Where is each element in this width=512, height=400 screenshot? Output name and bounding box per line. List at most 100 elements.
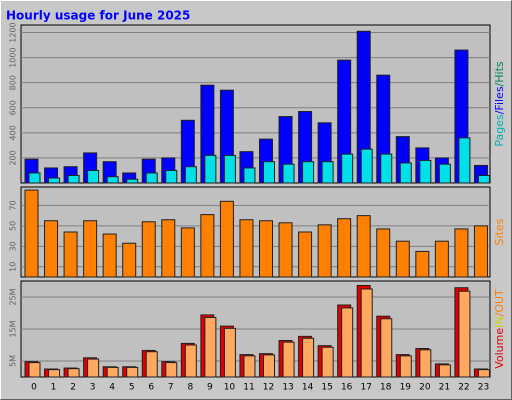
bar bbox=[302, 337, 315, 378]
x-tick-label: 23 bbox=[478, 383, 489, 393]
bar bbox=[434, 240, 449, 278]
x-tick-label: 21 bbox=[439, 383, 450, 393]
y-tick-label: 5M bbox=[9, 355, 18, 367]
bar bbox=[28, 362, 41, 378]
legend-entry: Volume bbox=[493, 328, 506, 369]
bar bbox=[376, 228, 391, 278]
x-tick-label: 16 bbox=[341, 383, 353, 393]
x-tick-label: 19 bbox=[400, 383, 412, 393]
x-tick-label: 5 bbox=[129, 383, 135, 393]
bar bbox=[145, 351, 158, 378]
bar bbox=[106, 176, 119, 184]
x-tick-label: 3 bbox=[90, 383, 96, 393]
bar bbox=[360, 288, 373, 378]
bar bbox=[145, 172, 158, 184]
legend-entry: / bbox=[493, 312, 506, 316]
y-tick-label: 25M bbox=[9, 288, 18, 305]
x-tick-label: 8 bbox=[187, 383, 193, 393]
bar bbox=[317, 224, 332, 278]
legend-entry: OUT bbox=[493, 289, 506, 313]
x-tick-label: 13 bbox=[282, 383, 293, 393]
bar bbox=[454, 228, 469, 278]
bar bbox=[204, 316, 217, 378]
bar bbox=[337, 218, 352, 278]
y-tick-label: 200 bbox=[9, 150, 18, 165]
bar bbox=[302, 161, 315, 184]
bar bbox=[67, 368, 80, 378]
bar bbox=[321, 161, 334, 184]
bar bbox=[243, 167, 256, 184]
bar bbox=[48, 369, 61, 378]
bar bbox=[122, 242, 137, 278]
bar bbox=[141, 221, 156, 278]
bar bbox=[263, 354, 275, 378]
bar bbox=[200, 214, 215, 278]
bar bbox=[278, 222, 293, 278]
bar bbox=[438, 364, 451, 378]
plot-area bbox=[20, 24, 491, 184]
chart-title: Hourly usage for June 2025 bbox=[6, 9, 190, 23]
bar bbox=[438, 163, 451, 184]
bar bbox=[87, 169, 100, 184]
x-tick-label: 11 bbox=[243, 383, 254, 393]
x-tick-label: 4 bbox=[109, 383, 115, 393]
x-tick-label: 0 bbox=[31, 383, 37, 393]
legend-entry: / bbox=[493, 82, 506, 86]
x-tick-label: 9 bbox=[207, 383, 213, 393]
y-tick-label: 600 bbox=[9, 100, 18, 115]
bar bbox=[419, 159, 432, 184]
x-tick-label: 22 bbox=[458, 383, 469, 393]
bar bbox=[126, 366, 139, 378]
bar bbox=[28, 172, 41, 184]
legend-entry: Files bbox=[493, 86, 506, 110]
bar bbox=[380, 318, 393, 378]
bar bbox=[184, 344, 197, 378]
y-tick-label: 15M bbox=[9, 320, 18, 337]
bar bbox=[243, 355, 256, 378]
x-tick-label: 7 bbox=[168, 383, 174, 393]
y-tick-label: 10 bbox=[9, 262, 18, 272]
x-tick-label: 20 bbox=[419, 383, 431, 393]
bar bbox=[419, 349, 432, 378]
legend: Pages/Files/Hits bbox=[493, 61, 506, 147]
bar bbox=[102, 233, 117, 278]
bar bbox=[106, 366, 119, 378]
bar bbox=[458, 290, 471, 378]
x-tick-label: 12 bbox=[263, 383, 274, 393]
bar bbox=[180, 227, 195, 278]
bar bbox=[219, 200, 234, 278]
bar bbox=[165, 362, 178, 378]
bar bbox=[477, 369, 490, 378]
y-tick-label: 70 bbox=[9, 200, 18, 210]
bar bbox=[341, 153, 354, 184]
bar bbox=[259, 220, 273, 278]
bar bbox=[223, 154, 236, 184]
x-tick-label: 2 bbox=[70, 383, 76, 393]
legend-entry: / bbox=[493, 110, 506, 114]
bar bbox=[48, 177, 61, 184]
y-tick-label: 400 bbox=[9, 125, 18, 140]
bar bbox=[415, 250, 430, 278]
x-tick-label: 18 bbox=[380, 383, 392, 393]
x-tick-label: 6 bbox=[148, 383, 154, 393]
bar bbox=[380, 153, 393, 184]
bar bbox=[44, 220, 59, 278]
bar bbox=[477, 174, 490, 184]
bar bbox=[282, 341, 295, 378]
bar bbox=[239, 219, 254, 278]
bar bbox=[24, 189, 39, 278]
bar bbox=[341, 307, 354, 378]
x-tick-label: 10 bbox=[224, 383, 236, 393]
legend-entry: IN bbox=[493, 316, 506, 327]
bar bbox=[360, 148, 373, 184]
bar bbox=[184, 166, 197, 184]
bar bbox=[126, 178, 139, 184]
bar bbox=[161, 219, 176, 278]
bar bbox=[282, 163, 295, 184]
bar bbox=[458, 137, 471, 184]
y-tick-label: 1200 bbox=[9, 22, 18, 42]
legend-entry: Sites bbox=[493, 218, 506, 245]
bar bbox=[63, 231, 78, 278]
legend: VolumeIN/OUT bbox=[493, 289, 506, 369]
